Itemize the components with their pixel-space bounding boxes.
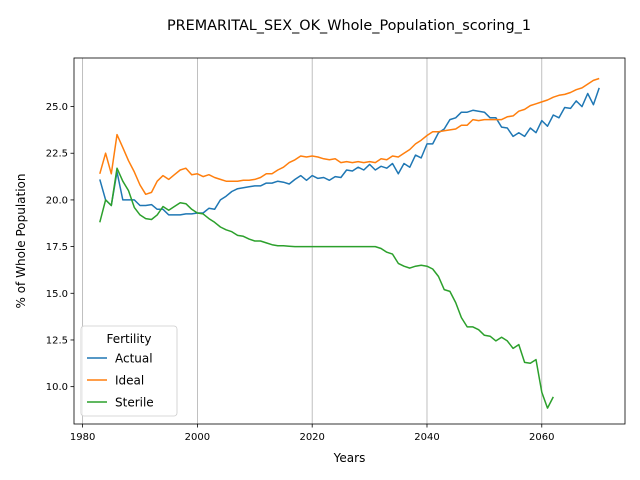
y-axis-ticks: 10.0 12.5 15.0 17.5 20.0 22.5 25.0 xyxy=(46,102,74,393)
x-tick-label: 2000 xyxy=(185,432,210,443)
legend-entries: Actual Ideal Sterile xyxy=(87,352,154,410)
y-tick-label: 12.5 xyxy=(46,335,68,346)
y-tick-label: 17.5 xyxy=(46,242,68,253)
x-tick-label: 2060 xyxy=(529,432,554,443)
series-layer xyxy=(99,77,600,409)
x-tick-label: 2020 xyxy=(299,432,324,443)
y-tick-label: 10.0 xyxy=(46,382,68,393)
series-line-ideal xyxy=(99,77,600,196)
x-tick-label: 2040 xyxy=(414,432,439,443)
legend-label-ideal: Ideal xyxy=(115,374,144,388)
y-tick-label: 15.0 xyxy=(46,289,68,300)
plot-area-frame xyxy=(73,57,626,425)
y-tick-label: 22.5 xyxy=(46,149,68,160)
x-axis-label: Years xyxy=(333,451,366,465)
legend-label-actual: Actual xyxy=(115,352,153,366)
series-line-actual xyxy=(99,87,600,216)
chart-title: PREMARITAL_SEX_OK_Whole_Population_scori… xyxy=(167,18,531,34)
x-tick-label: 1980 xyxy=(70,432,95,443)
y-tick-label: 20.0 xyxy=(46,195,68,206)
y-tick-label: 25.0 xyxy=(46,102,68,113)
legend-label-sterile: Sterile xyxy=(115,396,154,410)
legend-box xyxy=(80,325,178,417)
legend-title: Fertility xyxy=(106,332,151,346)
x-axis-ticks: 1980 2000 2020 2040 2060 xyxy=(70,424,555,443)
y-axis-label: % of Whole Population xyxy=(14,174,28,309)
series-line-sterile xyxy=(99,167,554,409)
legend: Fertility Actual Ideal Sterile xyxy=(80,325,178,417)
